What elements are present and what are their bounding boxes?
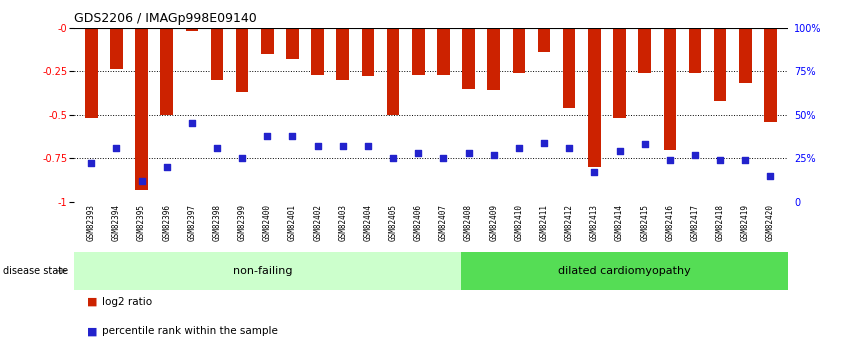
Text: GSM82420: GSM82420 (766, 204, 775, 241)
Text: GSM82419: GSM82419 (740, 204, 750, 241)
Bar (337, 28, 349, 80)
Bar (85, 28, 98, 118)
Text: non-failing: non-failing (233, 266, 292, 276)
Bar (312, 28, 324, 75)
Point (662, 157, 676, 163)
Bar (613, 28, 626, 118)
Point (562, 145, 576, 150)
Bar (185, 28, 198, 31)
Text: GSM82408: GSM82408 (464, 204, 473, 241)
Bar (714, 28, 727, 101)
Text: GSM82414: GSM82414 (615, 204, 624, 241)
Point (236, 156, 249, 161)
Text: GSM82411: GSM82411 (540, 204, 548, 241)
Text: GSM82395: GSM82395 (137, 204, 146, 241)
Point (764, 173, 778, 178)
Point (637, 141, 651, 147)
Text: GSM82405: GSM82405 (389, 204, 397, 241)
Point (311, 143, 325, 149)
Text: GSM82409: GSM82409 (489, 204, 498, 241)
Text: GSM82417: GSM82417 (690, 204, 700, 241)
Point (210, 145, 224, 150)
Point (84, 161, 98, 166)
Text: GSM82401: GSM82401 (288, 204, 297, 241)
Bar (160, 28, 173, 115)
Text: GSM82396: GSM82396 (162, 204, 171, 241)
Bar (739, 28, 752, 83)
Point (109, 145, 123, 150)
Point (159, 164, 173, 170)
Text: GSM82412: GSM82412 (565, 204, 573, 241)
Text: GSM82399: GSM82399 (237, 204, 247, 241)
Text: GSM82407: GSM82407 (439, 204, 448, 241)
Text: disease state: disease state (3, 266, 68, 276)
Text: GSM82398: GSM82398 (212, 204, 222, 241)
Bar (764, 28, 777, 122)
Bar (387, 28, 399, 115)
Bar (563, 28, 576, 108)
Bar (538, 28, 550, 52)
Bar (74, 252, 461, 290)
Text: GSM82413: GSM82413 (590, 204, 599, 241)
Point (286, 133, 300, 138)
Point (436, 156, 450, 161)
Point (739, 157, 753, 163)
Text: GSM82410: GSM82410 (514, 204, 523, 241)
Point (185, 121, 199, 126)
Text: GSM82406: GSM82406 (414, 204, 423, 241)
Point (134, 178, 148, 184)
Bar (462, 28, 475, 89)
Bar (638, 28, 651, 73)
Bar (513, 28, 525, 73)
Point (336, 143, 350, 149)
Point (612, 149, 626, 154)
Point (261, 133, 275, 138)
Bar (688, 28, 701, 73)
Text: GSM82404: GSM82404 (364, 204, 372, 241)
Text: GSM82393: GSM82393 (87, 204, 96, 241)
Text: GDS2206 / IMAGp998E09140: GDS2206 / IMAGp998E09140 (74, 12, 256, 25)
Bar (488, 28, 500, 90)
Text: GSM82403: GSM82403 (339, 204, 347, 241)
Bar (110, 28, 123, 69)
Point (386, 156, 400, 161)
Text: GSM82394: GSM82394 (112, 204, 121, 241)
Bar (286, 28, 299, 59)
Text: GSM82415: GSM82415 (640, 204, 650, 241)
Text: dilated cardiomyopathy: dilated cardiomyopathy (559, 266, 691, 276)
Point (537, 140, 551, 145)
Text: GSM82402: GSM82402 (313, 204, 322, 241)
Bar (236, 28, 249, 92)
Text: GSM82397: GSM82397 (187, 204, 197, 241)
Point (512, 145, 526, 150)
Text: GSM82416: GSM82416 (665, 204, 675, 241)
Point (462, 150, 475, 156)
Bar (437, 28, 449, 75)
Text: log2 ratio: log2 ratio (102, 297, 152, 307)
Bar (261, 28, 274, 54)
Bar (588, 28, 601, 167)
Text: GSM82400: GSM82400 (262, 204, 272, 241)
Bar (135, 28, 148, 190)
Text: percentile rank within the sample: percentile rank within the sample (102, 326, 278, 336)
Text: ■: ■ (87, 326, 97, 336)
Point (714, 157, 727, 163)
Point (411, 150, 425, 156)
Bar (362, 28, 374, 76)
Text: ■: ■ (87, 297, 97, 307)
Bar (461, 252, 788, 290)
Point (688, 152, 702, 158)
Bar (210, 28, 223, 80)
Bar (412, 28, 424, 75)
Point (587, 169, 601, 175)
Point (487, 152, 501, 158)
Text: GSM82418: GSM82418 (715, 204, 725, 241)
Bar (663, 28, 676, 150)
Point (361, 143, 375, 149)
